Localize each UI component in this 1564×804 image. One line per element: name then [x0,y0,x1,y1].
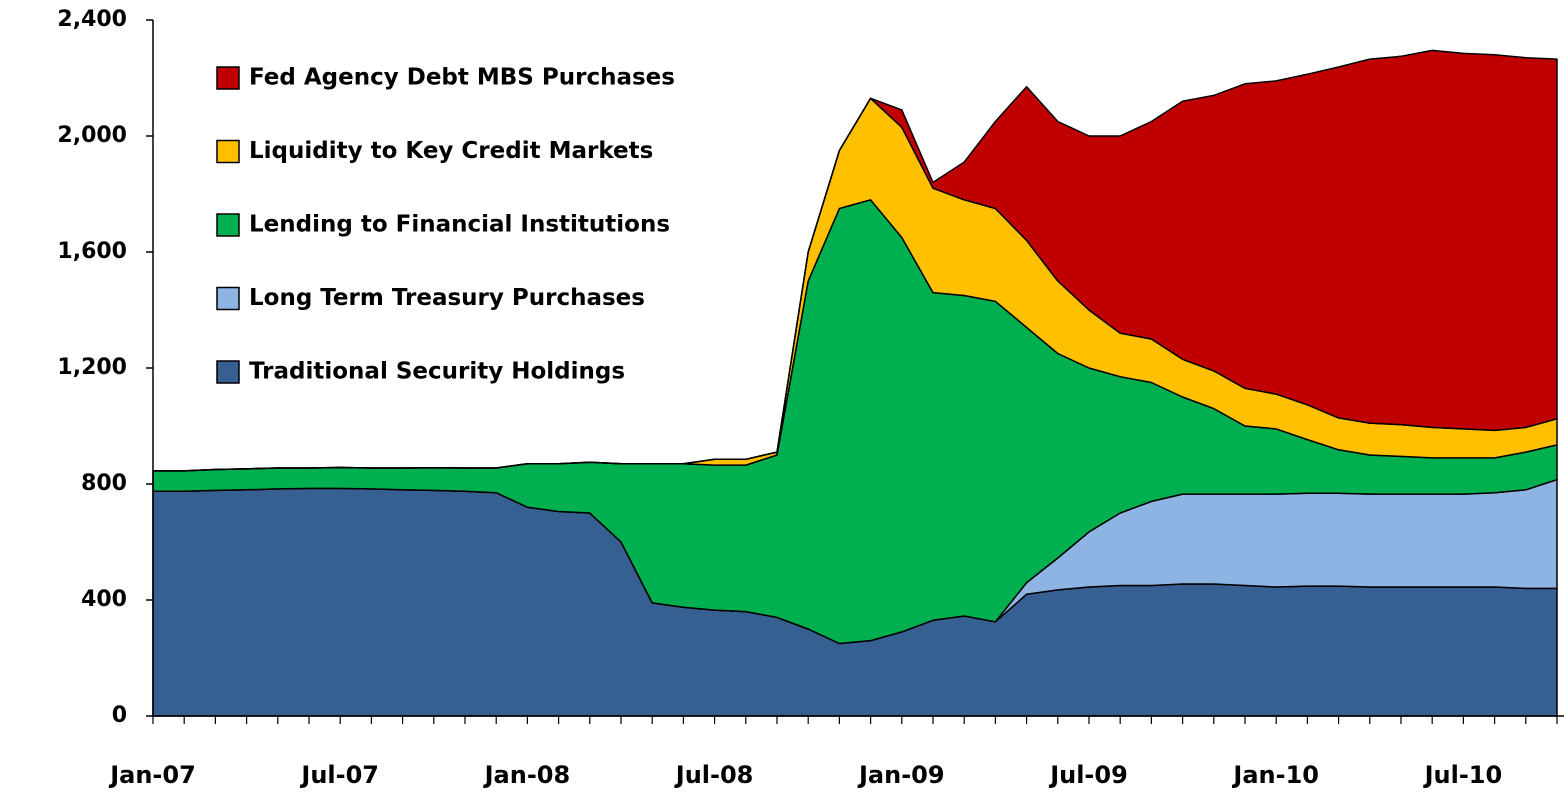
legend-label: Liquidity to Key Credit Markets [249,138,653,164]
legend-label: Long Term Treasury Purchases [249,285,645,311]
y-tick-label: 2,000 [57,123,127,148]
legend-swatch [216,66,240,90]
x-tick-label: Jan-09 [857,761,945,789]
legend-swatch [216,286,240,311]
area [152,49,1558,472]
legend-label: Fed Agency Debt MBS Purchases [249,65,675,91]
x-tick-label: Jul-07 [299,761,379,789]
legend-swatch [216,360,240,384]
y-tick-label: 1,200 [57,355,127,380]
y-tick-label: 800 [81,471,127,496]
x-tick-label: Jan-08 [483,761,571,789]
legend-label: Traditional Security Holdings [249,359,625,385]
y-tick-label: 400 [81,587,127,612]
legend-label: Lending to Financial Institutions [249,212,670,238]
y-tick-label: 0 [112,703,127,728]
legend-swatch [216,213,240,237]
x-tick-label: Jan-07 [108,761,196,789]
legend-swatch [216,139,240,164]
x-tick-label: Jan-10 [1231,761,1319,789]
y-tick-label: 2,400 [57,7,127,32]
x-tick-label: Jul-08 [674,761,754,789]
x-tick-label: Jul-10 [1423,761,1503,789]
y-tick-label: 1,600 [57,239,127,264]
x-tick-label: Jul-09 [1048,761,1128,789]
